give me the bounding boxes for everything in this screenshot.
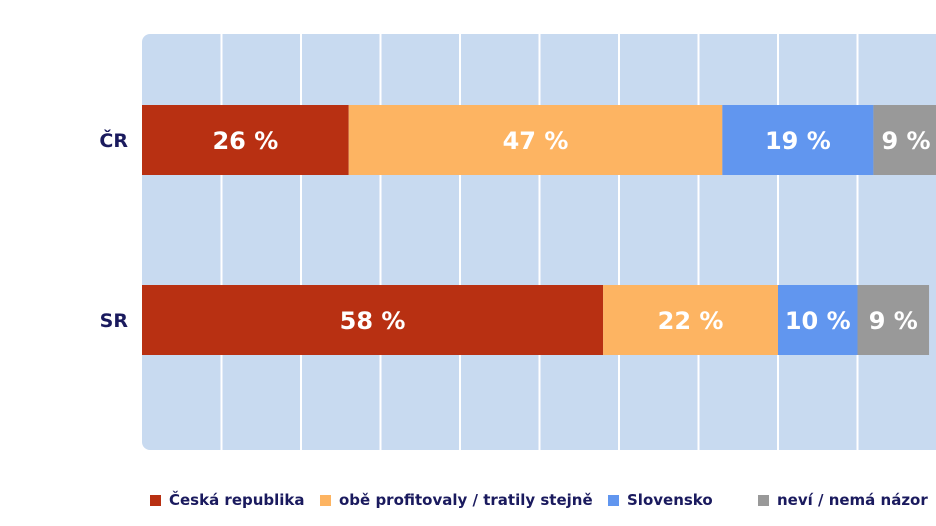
legend-item: obě profitovaly / tratily stejně [320, 491, 593, 509]
legend-swatch [150, 494, 161, 506]
legend-swatch [320, 494, 331, 506]
bar-segment [142, 105, 349, 175]
legend-label: Česká republika [169, 491, 305, 509]
category-label: ČR [99, 128, 128, 152]
bar-segment [873, 105, 936, 175]
bar-segment [603, 285, 778, 355]
legend-label: neví / nemá názor [777, 491, 928, 509]
bar-segment [722, 105, 874, 175]
bar-value-labels: 26 % 47 % 19 % 9 % 58 % 22 % 10 % 9 % [212, 127, 930, 335]
legend: Česká republika obě profitovaly / tratily… [0, 491, 936, 513]
bar-value-label: 26 % [212, 127, 278, 155]
bar-value-label: 9 % [869, 307, 918, 335]
bar-value-label: 47 % [503, 127, 569, 155]
category-label: SR [100, 310, 129, 332]
bar-value-label: 58 % [340, 307, 406, 335]
legend-item: Slovensko [608, 491, 713, 509]
bar-segment [348, 105, 723, 175]
bar-value-label: 9 % [881, 127, 930, 155]
bar-value-label: 22 % [658, 307, 724, 335]
bar-segment [142, 285, 604, 355]
legend-item: Česká republika [150, 491, 305, 509]
legend-label: Slovensko [627, 491, 713, 509]
bars [142, 105, 936, 355]
legend-label: obě profitovaly / tratily stejně [339, 491, 593, 509]
legend-swatch [608, 494, 619, 506]
legend-item: neví / nemá názor [758, 491, 928, 509]
gridlines [220, 34, 859, 450]
bar-value-label: 10 % [785, 307, 851, 335]
legend-swatch [758, 494, 769, 506]
bar-value-label: 19 % [765, 127, 831, 155]
category-labels: ČR SR [99, 128, 128, 332]
bar-segment [778, 285, 858, 355]
bar-segment [857, 285, 930, 355]
